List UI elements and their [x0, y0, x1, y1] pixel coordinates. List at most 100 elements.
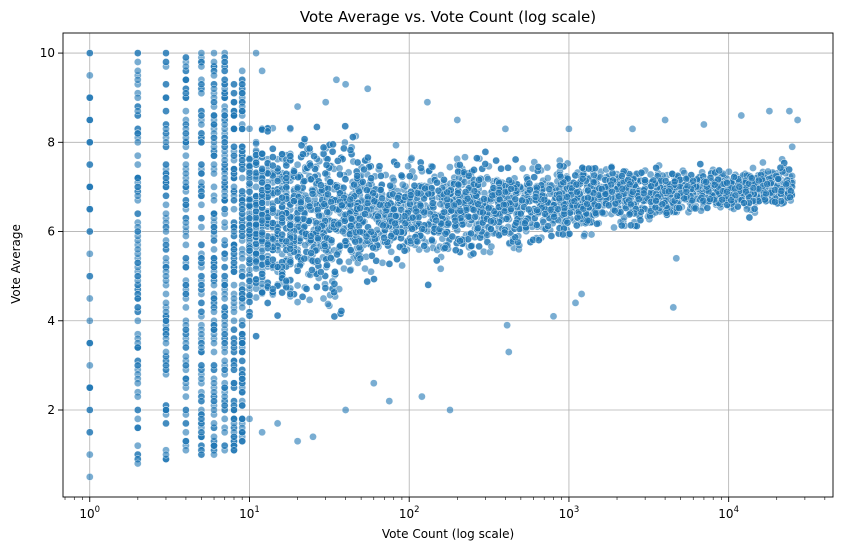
data-point [470, 166, 478, 174]
data-point [210, 151, 218, 160]
data-point [565, 229, 574, 238]
data-point [305, 202, 314, 211]
data-point [499, 200, 508, 209]
data-point [319, 294, 328, 303]
data-point [547, 232, 556, 240]
data-point [133, 160, 142, 169]
data-point [675, 204, 683, 212]
data-point [392, 141, 400, 150]
data-point [230, 111, 238, 120]
data-point [230, 316, 238, 325]
data-point [484, 204, 493, 213]
data-point [210, 432, 218, 441]
data-point [210, 71, 218, 80]
data-point [197, 138, 206, 147]
data-point [428, 236, 436, 244]
data-point [182, 254, 190, 263]
data-point [197, 214, 206, 223]
data-point [220, 263, 229, 272]
data-point [350, 180, 358, 189]
data-point [407, 154, 416, 162]
data-point [741, 187, 750, 196]
data-point [210, 361, 218, 370]
data-point [338, 201, 346, 210]
data-point [763, 180, 772, 188]
data-point [268, 153, 277, 161]
data-point [299, 150, 307, 159]
data-point [370, 275, 378, 283]
data-point [293, 266, 302, 275]
data-point [680, 194, 689, 203]
data-point [210, 58, 218, 66]
data-point [210, 450, 218, 459]
data-point [385, 260, 394, 268]
data-point [723, 187, 731, 196]
data-point [268, 219, 277, 227]
data-point [331, 268, 339, 276]
data-point [341, 122, 350, 131]
data-point [394, 194, 402, 202]
data-point [553, 205, 562, 214]
data-point [434, 186, 443, 195]
data-point [210, 263, 218, 272]
data-point [245, 265, 254, 274]
data-point [389, 205, 398, 214]
data-point [293, 160, 302, 169]
data-point [245, 162, 254, 171]
data-point [133, 303, 142, 312]
data-point [238, 437, 247, 446]
data-point [182, 107, 190, 115]
data-point [230, 379, 238, 388]
data-point [245, 201, 254, 210]
data-point [333, 250, 341, 259]
data-point [238, 107, 247, 115]
data-point [487, 225, 495, 233]
data-point [230, 267, 238, 276]
data-point [774, 174, 783, 183]
data-point [210, 133, 218, 142]
data-point [182, 446, 190, 455]
data-point [238, 165, 247, 173]
data-point [220, 401, 229, 410]
data-points [85, 49, 802, 481]
data-point [340, 144, 348, 153]
data-point [238, 174, 247, 182]
data-point [556, 161, 564, 170]
data-point [375, 162, 384, 171]
data-point [273, 311, 282, 320]
data-point [308, 266, 316, 274]
data-point [220, 249, 229, 258]
data-point [162, 174, 170, 182]
data-point [238, 374, 247, 383]
data-point [245, 155, 254, 164]
data-point [306, 175, 315, 184]
data-point [293, 281, 302, 290]
data-point [263, 213, 272, 222]
data-point [696, 160, 705, 168]
data-point [273, 177, 282, 185]
data-point [245, 298, 254, 306]
data-point [747, 174, 756, 183]
data-point [327, 236, 336, 245]
data-point [379, 221, 387, 230]
data-point [230, 432, 238, 441]
data-point [210, 339, 218, 347]
data-point [263, 127, 272, 136]
data-point [245, 214, 254, 223]
data-point [461, 153, 469, 162]
data-point [652, 163, 661, 172]
data-point [484, 175, 492, 183]
data-point [268, 205, 277, 213]
data-point [487, 242, 496, 251]
data-point [730, 173, 738, 181]
data-point [282, 161, 291, 170]
data-point [543, 174, 552, 182]
data-point [664, 187, 673, 196]
data-point [210, 397, 218, 405]
data-point [133, 151, 142, 160]
data-point [405, 172, 414, 181]
data-point [268, 144, 277, 153]
data-point [306, 161, 315, 170]
data-point [604, 201, 613, 210]
data-point [297, 198, 305, 207]
